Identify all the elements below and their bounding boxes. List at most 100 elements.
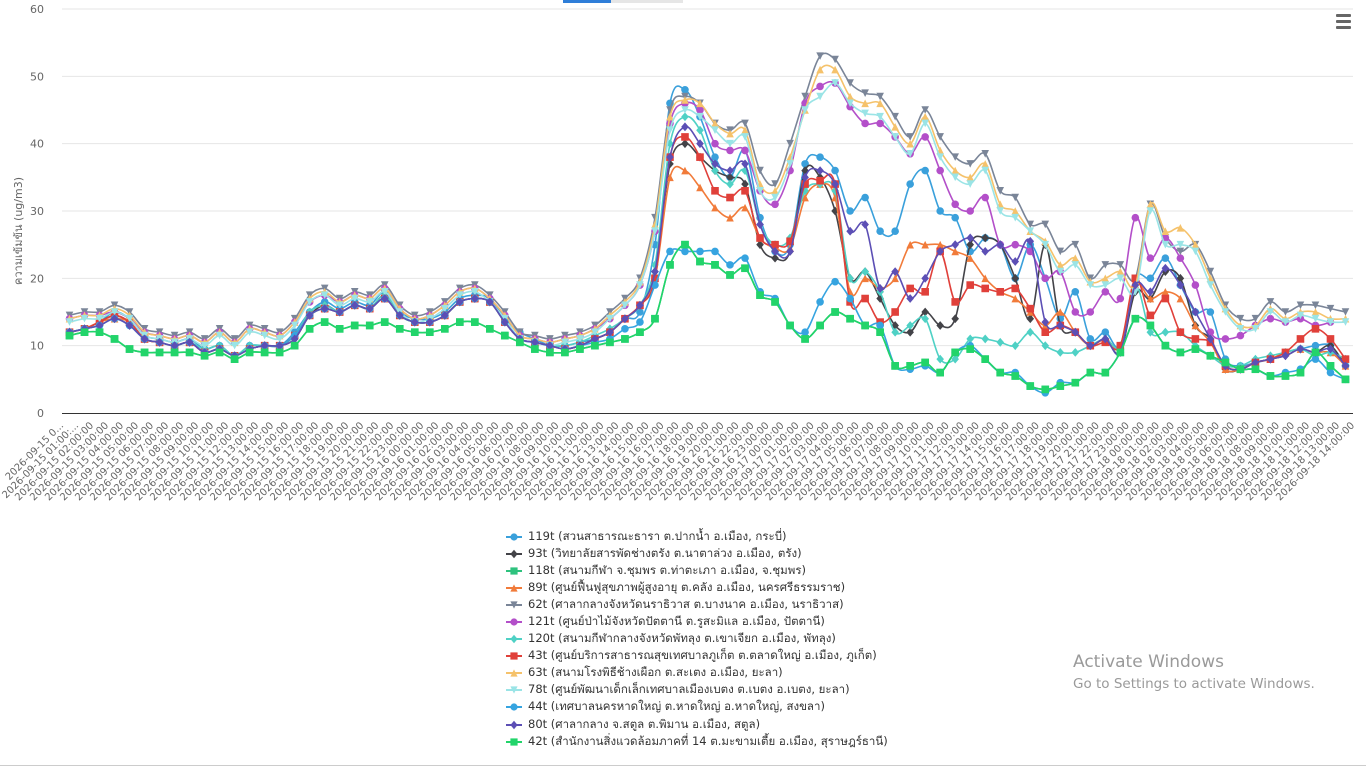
data-point	[906, 149, 914, 158]
data-point	[1206, 334, 1215, 344]
data-point	[531, 345, 539, 353]
y-tick-label: 20	[30, 272, 44, 285]
data-point	[510, 532, 518, 541]
data-point	[876, 227, 884, 235]
data-point	[275, 348, 284, 357]
data-point	[726, 146, 734, 155]
data-point	[510, 584, 518, 592]
data-point	[125, 345, 134, 353]
legend-item[interactable]: 44t (เทศบาลนครหาดใหญ่ ต.หาดใหญ่ อ.หาดใหญ…	[506, 699, 966, 716]
legend-item[interactable]: 119t (สวนสาธารณะธารา ต.ปากน้ำ อ.เมือง, ก…	[506, 528, 966, 545]
data-point	[1236, 365, 1245, 374]
data-point	[335, 301, 344, 310]
data-point	[591, 328, 599, 336]
data-point	[1026, 227, 1035, 235]
data-point	[711, 166, 719, 175]
data-point	[510, 634, 518, 644]
legend-item[interactable]: 80t (ศาลากลาง จ.สตูล ต.พิมาน อ.เมือง, สต…	[506, 716, 966, 733]
legend-item[interactable]: 43t (ศูนย์บริการสาธารณสุขเทศบาลภูเก็ต ต.…	[506, 648, 966, 665]
legend-item[interactable]: 118t (สนามกีฬา จ.ชุมพร ต.ท่าตะเภา อ.เมือ…	[506, 562, 966, 579]
data-point	[1116, 341, 1125, 350]
data-point	[756, 234, 764, 242]
legend-marker-icon	[506, 567, 522, 575]
data-point	[350, 321, 359, 330]
data-point	[1311, 348, 1320, 357]
data-point	[1281, 372, 1290, 380]
data-point	[1086, 308, 1095, 316]
data-point	[771, 180, 779, 188]
data-point	[996, 240, 1005, 250]
data-point	[996, 187, 1005, 195]
data-point	[981, 247, 990, 256]
data-point	[1146, 327, 1155, 337]
data-point	[936, 207, 944, 215]
data-point	[936, 368, 944, 377]
chart-menu-button[interactable]	[1334, 14, 1356, 34]
data-point	[1206, 267, 1215, 276]
data-point	[1341, 355, 1350, 363]
legend-item[interactable]: 62t (ศาลากลางจังหวัดนราธิวาส ต.บางนาค อ.…	[506, 596, 966, 613]
data-point	[510, 652, 518, 660]
data-point	[861, 193, 869, 202]
legend-item[interactable]: 121t (ศูนย์ป่าไม้จังหวัดปัตตานี ต.รูสะมิ…	[506, 613, 966, 630]
data-point	[936, 321, 944, 330]
legend-item[interactable]: 78t (ศูนย์พัฒนาเด็กเล็กเทศบาลเมืองเบตง ต…	[506, 682, 966, 699]
data-point	[410, 317, 419, 327]
data-point	[275, 341, 284, 351]
hamburger-menu-icon	[1336, 14, 1351, 17]
data-point	[861, 99, 869, 108]
data-point	[591, 341, 599, 350]
data-point	[966, 345, 975, 353]
data-point	[471, 294, 479, 303]
data-point	[440, 325, 449, 333]
data-point	[651, 274, 659, 283]
data-point	[831, 308, 839, 316]
legend-item[interactable]: 42t (สำนักงานสิ่งแวดล้อมภาคที่ 14 ต.มะขา…	[506, 733, 966, 750]
data-point	[876, 112, 884, 121]
data-point	[200, 351, 209, 360]
data-point	[260, 331, 269, 340]
data-point	[741, 179, 749, 189]
data-point	[621, 314, 629, 324]
data-point	[726, 139, 734, 148]
data-point	[546, 348, 554, 357]
data-point	[1176, 273, 1185, 283]
data-point	[771, 193, 779, 202]
data-point	[1326, 318, 1335, 326]
data-point	[1011, 240, 1020, 249]
legend-item[interactable]: 93t (วิทยาลัยสารพัดช่างตรัง ต.นาตาล่วง อ…	[506, 545, 966, 562]
data-point	[380, 318, 389, 326]
data-point	[711, 203, 719, 212]
data-point	[380, 294, 389, 303]
active-tab-indicator[interactable]	[563, 0, 611, 3]
data-point	[1326, 304, 1335, 313]
data-point	[741, 133, 749, 141]
data-point	[951, 173, 959, 182]
data-point	[891, 112, 899, 121]
data-point	[846, 314, 854, 323]
data-point	[471, 318, 479, 326]
data-point	[516, 338, 524, 347]
data-point	[1056, 308, 1065, 316]
data-point	[711, 139, 719, 148]
data-point	[891, 274, 899, 283]
data-point	[1056, 382, 1065, 390]
legend-item[interactable]: 63t (สนามโรงพิธีช้างเผือก ต.สะเตง อ.เมือ…	[506, 665, 966, 682]
data-point	[1236, 314, 1245, 323]
legend-item[interactable]: 89t (ศูนย์ฟื้นฟูสุขภาพผู้สูงอายุ ต.คลัง …	[506, 579, 966, 596]
data-point	[486, 297, 494, 307]
data-point	[1011, 341, 1020, 351]
data-point	[1131, 274, 1140, 283]
data-point	[726, 166, 734, 175]
data-point	[1086, 281, 1095, 289]
data-point	[741, 146, 749, 155]
data-point	[1101, 334, 1110, 344]
data-point	[891, 327, 899, 337]
data-point	[1026, 314, 1035, 324]
data-point	[1191, 321, 1200, 330]
watermark-title: Activate Windows	[1073, 652, 1224, 672]
legend-label: 93t (วิทยาลัยสารพัดช่างตรัง ต.นาตาล่วง อ…	[528, 545, 802, 560]
legend-item[interactable]: 120t (สนามกีฬากลางจังหวัดพัทลุง ต.เขาเจี…	[506, 631, 966, 648]
data-point	[65, 331, 74, 340]
